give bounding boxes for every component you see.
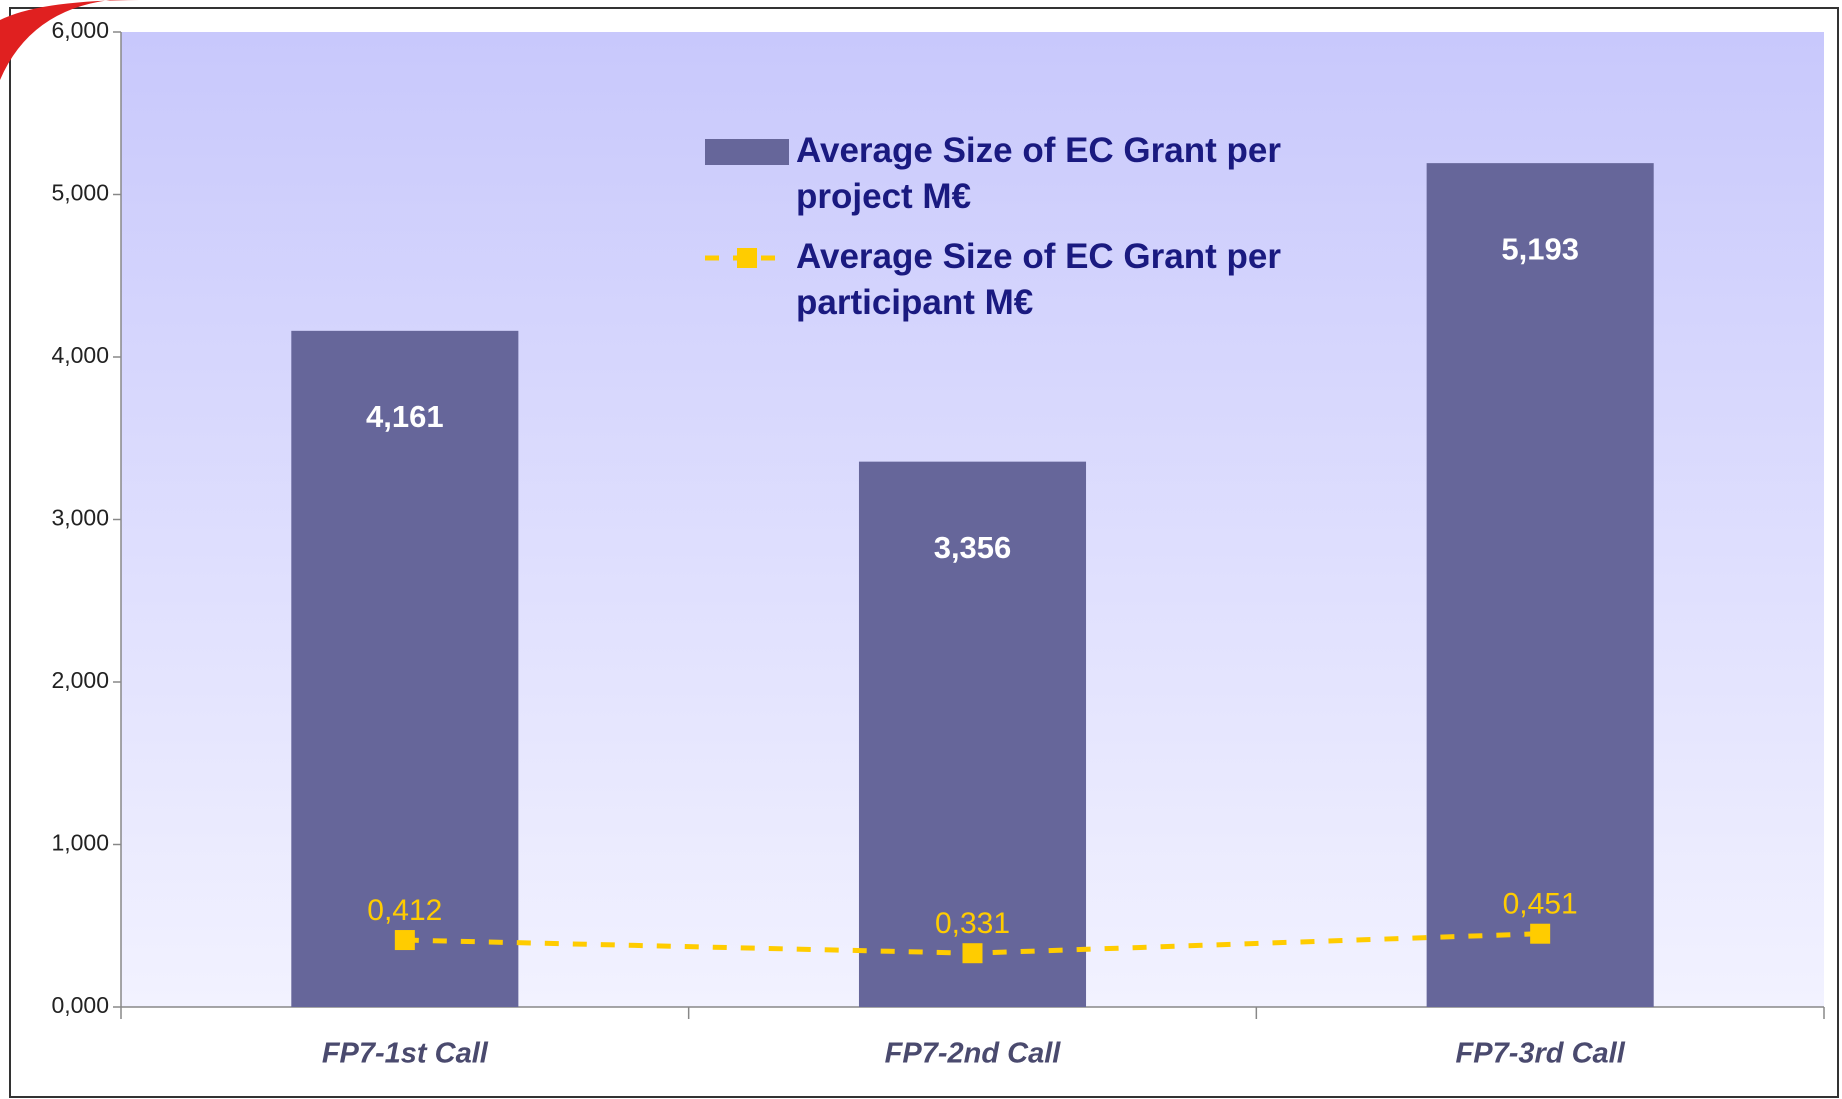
bar xyxy=(858,461,1087,1007)
y-tick-label: 3,000 xyxy=(51,505,109,531)
line-value-label: 0,451 xyxy=(1503,888,1578,921)
bar-value-label: 5,193 xyxy=(1501,231,1579,266)
bar-value-label: 4,161 xyxy=(366,399,444,434)
y-tick-label: 6,000 xyxy=(51,17,109,43)
legend-swatch xyxy=(705,139,789,165)
marker xyxy=(962,943,983,964)
marker xyxy=(1530,923,1551,944)
bar-value-label: 3,356 xyxy=(934,530,1012,565)
x-tick-label: FP7-1st Call xyxy=(322,1038,489,1070)
legend-swatch xyxy=(737,248,757,268)
legend-label: Average Size of EC Grant per project M€ xyxy=(796,131,1281,216)
y-tick-label: 4,000 xyxy=(51,342,109,368)
x-tick-label: FP7-2nd Call xyxy=(885,1038,1062,1070)
line-value-label: 0,412 xyxy=(367,894,442,927)
bar xyxy=(1426,163,1654,1007)
line-value-label: 0,331 xyxy=(935,907,1010,940)
bar xyxy=(291,330,519,1007)
y-tick-label: 5,000 xyxy=(51,180,109,206)
y-tick-label: 1,000 xyxy=(51,830,109,856)
y-tick-label: 0,000 xyxy=(51,992,109,1018)
y-tick-label: 2,000 xyxy=(51,667,109,693)
marker xyxy=(394,930,415,951)
decoration xyxy=(0,0,140,80)
legend-label: Average Size of EC Grant per participant… xyxy=(796,237,1281,322)
x-tick-label: FP7-3rd Call xyxy=(1456,1038,1626,1070)
